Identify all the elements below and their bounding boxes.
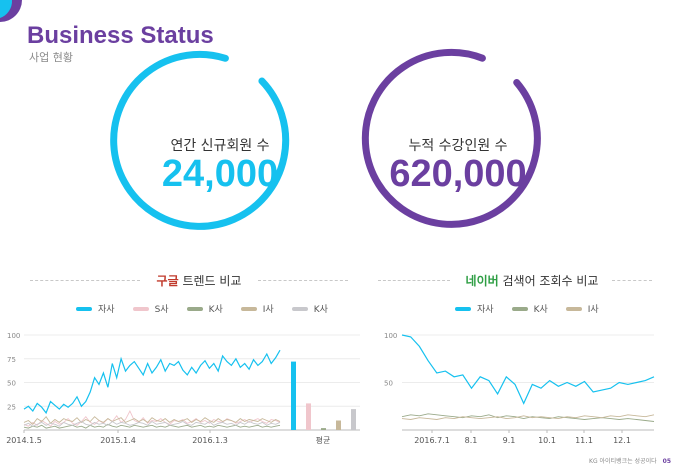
legend-item: 자사	[455, 302, 494, 315]
x-tick-label: 10.1	[538, 436, 556, 445]
average-label: 평균	[316, 435, 331, 445]
page-title: Business Status	[27, 22, 214, 49]
legend-item: K사	[186, 302, 223, 315]
section-title-naver: 네이버 검색어 조회수 비교	[450, 272, 614, 289]
legend-item: 자사	[76, 302, 115, 315]
x-tick-label: 2016.7.1	[414, 436, 450, 445]
series-line	[401, 413, 655, 422]
legend-swatch	[565, 306, 582, 311]
ring-new-members	[110, 50, 290, 230]
average-bar	[291, 361, 296, 430]
legend-label: K사	[533, 305, 548, 315]
chart-google-trends: 100 75 50 25 2014.1.5 2015.1.4 2016.1.3 평균	[6, 332, 360, 445]
legend-swatch	[76, 306, 92, 311]
legend-swatch	[511, 306, 528, 311]
series-line	[23, 415, 281, 425]
legend-swatch	[455, 306, 471, 311]
y-tick-label: 75	[7, 356, 16, 364]
corner-decoration	[0, 0, 22, 22]
y-tick-label: 50	[384, 380, 393, 388]
legend-label: 자사	[98, 305, 115, 315]
x-tick-label: 11.1	[575, 436, 593, 445]
legend-label: K사	[208, 305, 223, 315]
section-highlight-google: 구글	[156, 274, 179, 288]
x-tick-label: 12.1	[613, 436, 631, 445]
average-bar	[336, 420, 341, 430]
x-tick-label: 2016.1.3	[192, 436, 228, 445]
section-rest-google: 트렌드 비교	[178, 274, 242, 288]
legend-swatch	[291, 306, 308, 311]
legend-label: I사	[587, 305, 599, 315]
series-line	[401, 334, 655, 405]
average-bar	[351, 409, 356, 430]
series-line	[23, 423, 281, 429]
legend-swatch	[240, 306, 257, 311]
page-number: 05	[662, 458, 671, 465]
y-tick-label: 100	[7, 332, 20, 340]
stat-label-new-members: 연간 신규회원 수	[170, 138, 270, 154]
footer: KG 아이티뱅크는 성공이다 05	[589, 456, 671, 465]
series-line	[401, 414, 655, 420]
x-tick-label: 9.1	[503, 436, 516, 445]
legend-swatch	[186, 306, 203, 311]
legend-label: 자사	[477, 305, 494, 315]
chart-legend-google: 자사 S사 K사 I사 K사	[76, 302, 346, 315]
average-bar	[321, 428, 326, 430]
page-subtitle: 사업 현황	[29, 51, 73, 64]
section-rest-naver: 검색어 조회수 비교	[498, 274, 599, 288]
legend-label: I사	[262, 305, 274, 315]
divider	[378, 280, 450, 281]
legend-item: I사	[565, 302, 599, 315]
stat-value-new-members: 24,000	[161, 153, 279, 195]
legend-swatch	[132, 306, 149, 311]
y-tick-label: 50	[7, 380, 16, 388]
average-bar	[306, 403, 311, 430]
chart-naver-search: 100 50 2016.7.1 8.1 9.1 10.1 11.1 12.1	[384, 332, 655, 445]
legend-item: K사	[291, 302, 328, 315]
stat-value-total-students: 620,000	[389, 153, 527, 195]
divider	[258, 280, 348, 281]
section-highlight-naver: 네이버	[465, 274, 499, 288]
series-line	[23, 420, 281, 427]
legend-item: K사	[511, 302, 548, 315]
legend-label: S사	[154, 305, 169, 315]
y-tick-label: 25	[7, 403, 16, 411]
section-title-google: 구글 트렌드 비교	[138, 272, 260, 289]
stat-label-total-students: 누적 수강인원 수	[408, 138, 508, 154]
legend-item: S사	[132, 302, 169, 315]
y-tick-label: 100	[384, 332, 397, 340]
x-tick-label: 2015.1.4	[100, 436, 136, 445]
x-tick-label: 8.1	[465, 436, 478, 445]
chart-legend-naver: 자사 K사 I사	[455, 302, 617, 315]
legend-label: K사	[313, 305, 328, 315]
legend-item: I사	[240, 302, 274, 315]
x-tick-label: 2014.1.5	[6, 436, 42, 445]
series-line	[23, 349, 281, 415]
divider	[612, 280, 652, 281]
divider	[30, 280, 140, 281]
footer-text: KG 아이티뱅크는 성공이다	[589, 458, 657, 465]
ring-total-students	[361, 48, 541, 228]
